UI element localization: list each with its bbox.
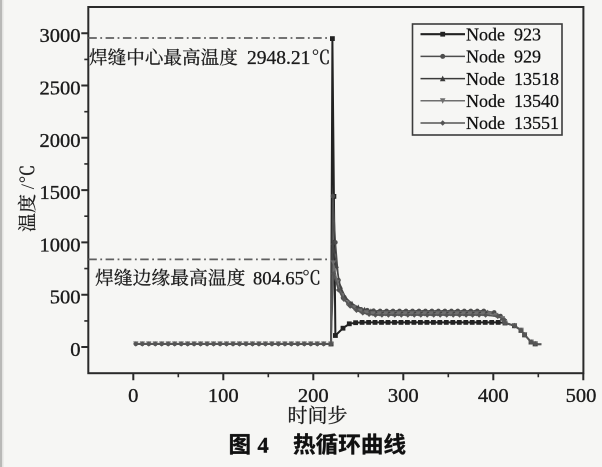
svg-text:200: 200 (298, 385, 329, 407)
svg-text:300: 300 (388, 385, 419, 407)
svg-text:1500: 1500 (40, 182, 81, 204)
svg-text:Node 929: Node 929 (466, 47, 541, 67)
svg-text:500: 500 (50, 287, 81, 309)
svg-text:100: 100 (208, 385, 239, 407)
svg-text:Node 13551: Node 13551 (466, 113, 559, 133)
svg-text:2000: 2000 (40, 130, 81, 152)
svg-text:Node 13518: Node 13518 (466, 69, 559, 89)
svg-text:0: 0 (70, 339, 80, 361)
svg-text:400: 400 (478, 385, 509, 407)
svg-text:Node 923: Node 923 (466, 24, 541, 44)
svg-text:Node 13540: Node 13540 (466, 91, 559, 111)
svg-text:0: 0 (128, 385, 138, 407)
svg-text:500: 500 (566, 385, 597, 407)
svg-text:1000: 1000 (40, 234, 81, 256)
svg-text:804.65: 804.65 (253, 270, 304, 290)
svg-text:2948.21: 2948.21 (247, 48, 310, 69)
svg-text:3000: 3000 (40, 25, 81, 47)
svg-text:/: / (18, 183, 39, 194)
svg-text:4: 4 (258, 433, 269, 458)
svg-text:2500: 2500 (40, 78, 81, 100)
